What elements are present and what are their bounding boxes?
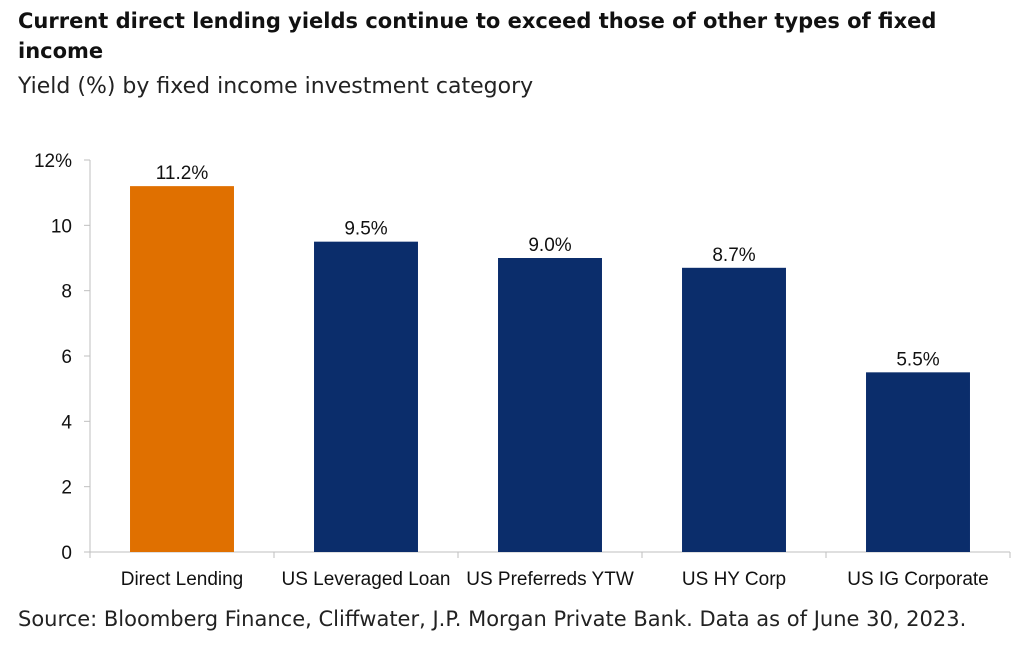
bars [130, 186, 970, 552]
data-label: 8.7% [712, 245, 755, 266]
category-label: US Preferreds YTW [466, 569, 634, 590]
data-labels: 11.2% 9.5% 9.0% 8.7% 5.5% [156, 163, 940, 370]
data-label: 5.5% [896, 349, 939, 370]
bar [866, 372, 970, 552]
source-note: Source: Bloomberg Finance, Cliffwater, J… [18, 607, 967, 631]
y-axis: 0 2 4 6 8 10 12% [34, 151, 91, 564]
bar [130, 186, 234, 552]
category-label: US IG Corporate [847, 569, 989, 590]
data-label: 11.2% [156, 163, 209, 184]
x-axis [89, 551, 1011, 558]
y-tick-label: 8 [61, 282, 72, 303]
y-tick-label: 6 [61, 347, 72, 368]
y-tick-label: 2 [61, 478, 72, 499]
y-tick-label: 0 [61, 543, 72, 564]
bar [498, 258, 602, 552]
y-tick-label: 12% [34, 151, 72, 172]
category-label: Direct Lending [121, 569, 244, 590]
category-label: US HY Corp [682, 569, 786, 590]
chart-subtitle: Yield (%) by fixed income investment cat… [18, 74, 534, 99]
chart-title: Current direct lending yields continue t… [18, 9, 937, 63]
bar [682, 267, 786, 552]
data-label: 9.0% [528, 235, 571, 256]
bar [314, 241, 418, 552]
category-label: US Leveraged Loan [281, 569, 450, 590]
y-tick-label: 4 [61, 412, 72, 433]
category-labels: Direct Lending US Leveraged Loan US Prefer… [121, 569, 989, 590]
data-label: 9.5% [344, 219, 387, 240]
y-tick-label: 10 [51, 216, 72, 237]
